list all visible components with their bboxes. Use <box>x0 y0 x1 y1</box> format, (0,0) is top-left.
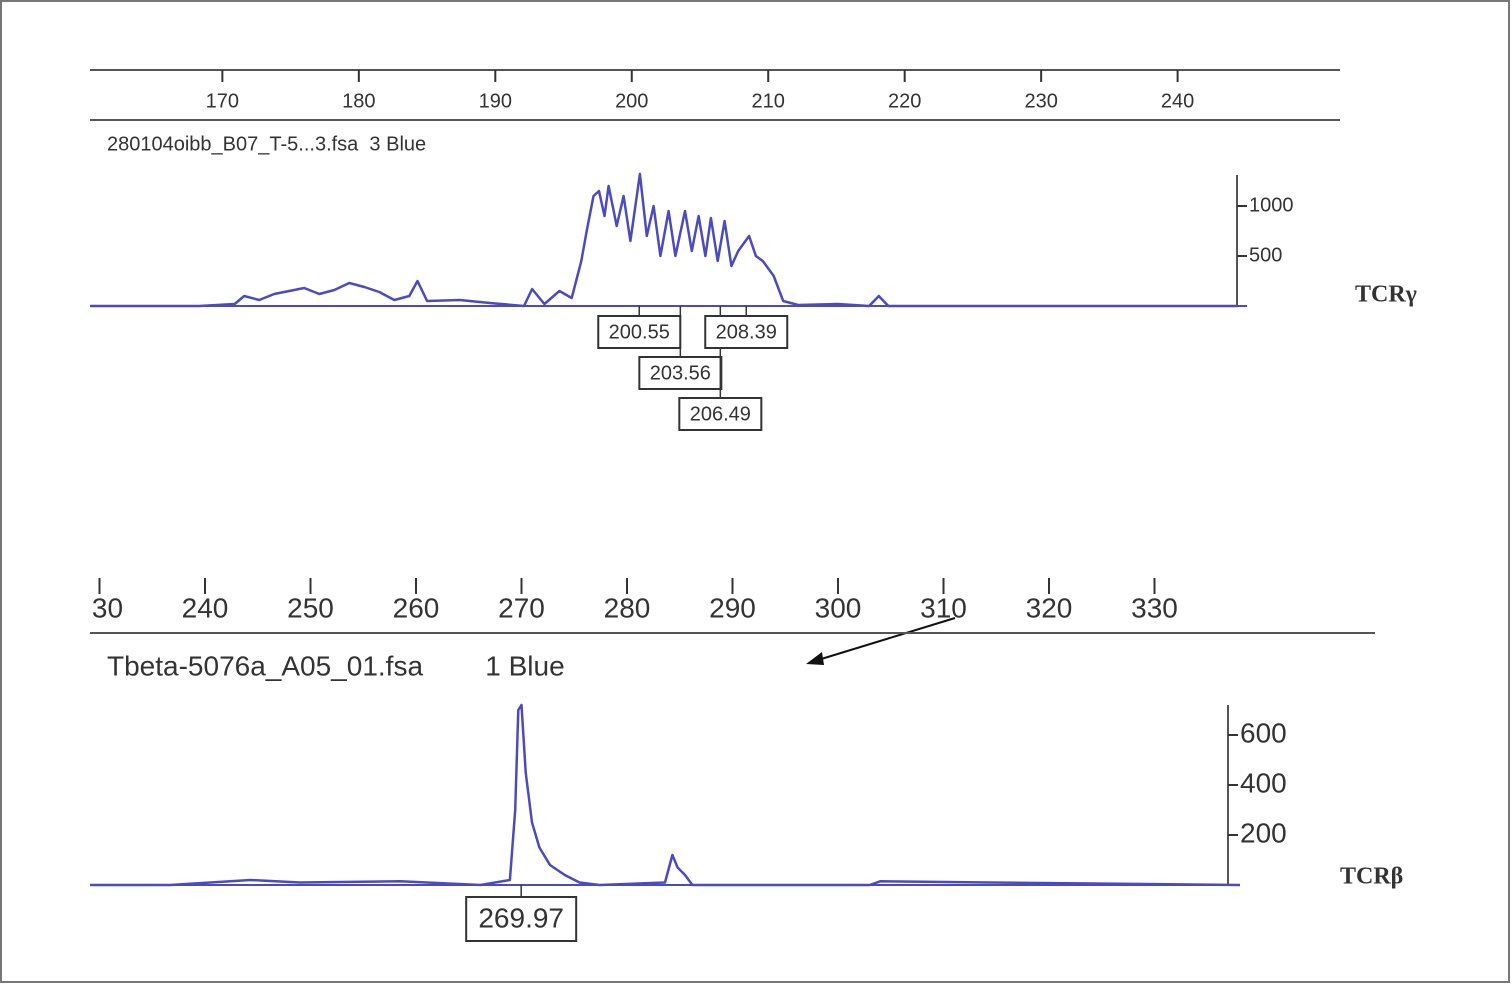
x-tick-label: 240 <box>1161 90 1194 112</box>
x-tick-label: 250 <box>287 592 334 623</box>
x-tick-label: 310 <box>920 592 967 623</box>
peak-label: 208.39 <box>716 321 777 343</box>
peak-box <box>678 397 763 431</box>
x-tick-label: 170 <box>206 90 239 112</box>
x-tick-label: 230 <box>1024 90 1057 112</box>
x-tick-label: 290 <box>709 592 756 623</box>
y-tick-label: 500 <box>1249 244 1282 266</box>
x-tick-label: 220 <box>888 90 921 112</box>
x-tick-label: 300 <box>815 592 862 623</box>
arrow-head <box>806 652 824 665</box>
subtitle: Tbeta-5076a_A05_01.fsa 1 Blue <box>107 650 565 681</box>
subtitle: 280104oibb_B07_T-5...3.fsa 3 Blue <box>107 133 426 155</box>
x-tick-label: 180 <box>342 90 375 112</box>
arrow <box>817 617 956 661</box>
y-tick-label: 1000 <box>1249 194 1294 216</box>
side-label: TCRβ <box>1340 864 1403 890</box>
x-tick-label: 330 <box>1131 592 1178 623</box>
trace <box>90 172 1238 308</box>
peak-box <box>638 356 723 390</box>
peak-label: 269.97 <box>478 902 564 933</box>
x-tick-label: 200 <box>615 90 648 112</box>
peak-label: 206.49 <box>690 403 751 425</box>
x-tick-label: 270 <box>498 592 545 623</box>
x-tick-label: 320 <box>1026 592 1073 623</box>
x-tick-label: 30 <box>92 592 123 623</box>
trace <box>90 703 1241 887</box>
y-tick-label: 400 <box>1240 767 1287 798</box>
x-tick-label: 190 <box>479 90 512 112</box>
y-tick-label: 600 <box>1240 717 1287 748</box>
x-tick-label: 210 <box>752 90 785 112</box>
peak-label: 200.55 <box>609 321 670 343</box>
side-label: TCRγ <box>1355 282 1417 308</box>
x-tick-label: 240 <box>182 592 229 623</box>
y-tick-label: 200 <box>1240 817 1287 848</box>
peak-box <box>465 896 578 942</box>
x-tick-label: 280 <box>604 592 651 623</box>
x-tick-label: 260 <box>393 592 440 623</box>
peak-label: 203.56 <box>650 362 711 384</box>
peak-box <box>704 315 789 349</box>
